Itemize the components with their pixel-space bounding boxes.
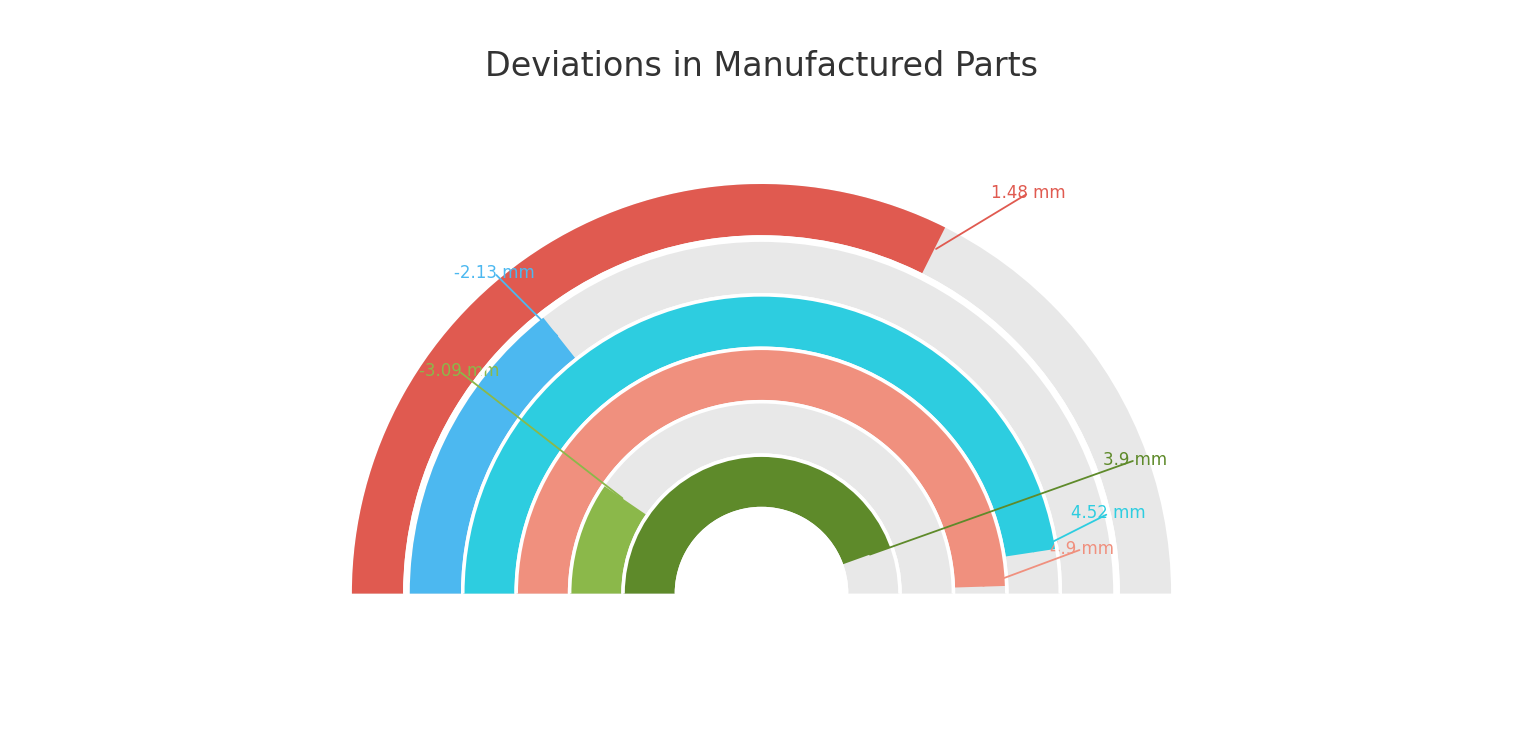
Wedge shape xyxy=(675,507,848,594)
Wedge shape xyxy=(516,349,1007,594)
Wedge shape xyxy=(410,318,576,594)
Wedge shape xyxy=(623,456,891,594)
Wedge shape xyxy=(516,349,1007,594)
Text: 1.48 mm: 1.48 mm xyxy=(991,184,1066,202)
Wedge shape xyxy=(515,347,1008,594)
Text: -3.09 mm: -3.09 mm xyxy=(419,362,500,380)
Wedge shape xyxy=(352,184,1171,594)
Text: -2.13 mm: -2.13 mm xyxy=(454,264,535,282)
Text: Deviations in Manufactured Parts: Deviations in Manufactured Parts xyxy=(484,50,1039,83)
Wedge shape xyxy=(410,242,1113,594)
Wedge shape xyxy=(463,295,1057,594)
Wedge shape xyxy=(570,402,953,594)
Wedge shape xyxy=(570,485,646,594)
Text: 3.9 mm: 3.9 mm xyxy=(1103,451,1168,469)
Wedge shape xyxy=(623,456,900,594)
Wedge shape xyxy=(621,453,902,594)
Text: 4.9 mm: 4.9 mm xyxy=(1049,540,1113,558)
Text: 4.52 mm: 4.52 mm xyxy=(1072,505,1147,522)
Wedge shape xyxy=(461,293,1062,594)
Wedge shape xyxy=(404,235,1119,594)
Wedge shape xyxy=(463,295,1060,594)
Wedge shape xyxy=(568,400,955,594)
Wedge shape xyxy=(352,184,946,594)
